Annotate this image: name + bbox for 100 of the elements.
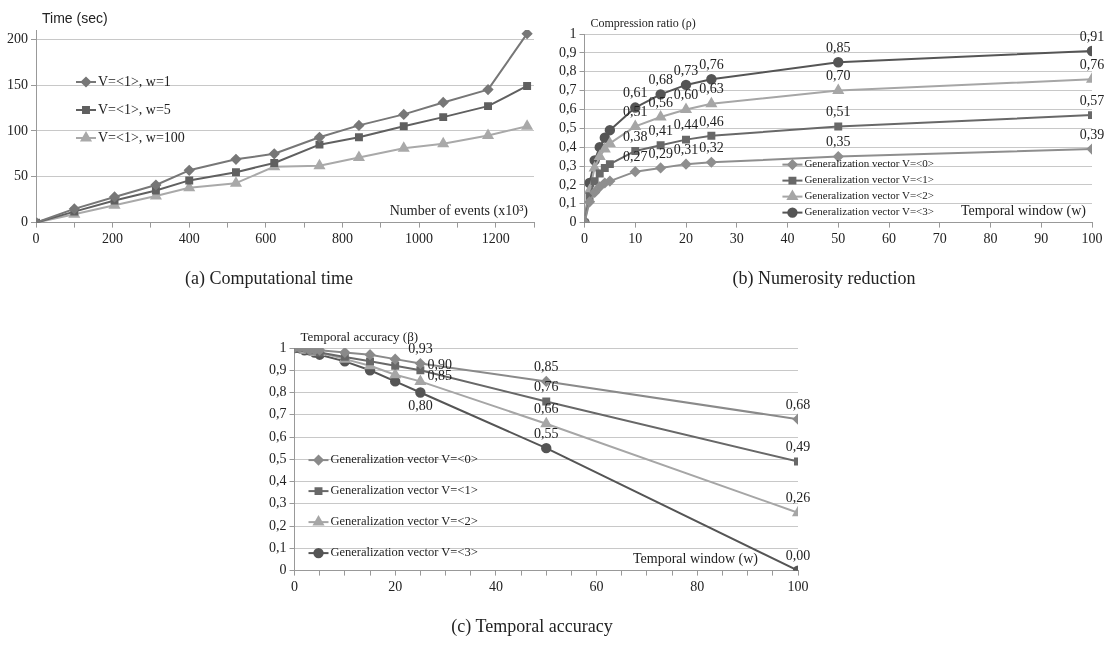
data-label: 0,85 (534, 359, 559, 375)
data-label: 0,56 (648, 94, 673, 110)
data-label: 0,68 (648, 72, 673, 88)
x-tick-label: 100 (1081, 230, 1103, 246)
data-label: 0,73 (673, 62, 699, 78)
y-axis-title: Compression ratio (ρ) (590, 16, 696, 31)
legend-label: Generalization vector V=<0> (804, 157, 935, 170)
data-label: 0,90 (427, 356, 452, 372)
y-tick-label: 0,7 (559, 82, 577, 98)
data-label: 0,26 (785, 490, 811, 506)
x-tick-label: 400 (178, 230, 200, 246)
x-tick-label: 1200 (481, 230, 510, 246)
legend-label: Generalization vector V=<1> (330, 483, 478, 498)
x-tick-label: 40 (488, 578, 503, 594)
data-label: 0,44 (673, 117, 699, 133)
data-label: 0,91 (1079, 28, 1105, 44)
y-tick-label: 1 (279, 339, 287, 355)
y-tick-label: 0,8 (269, 384, 287, 400)
x-tick-label: 1000 (405, 230, 434, 246)
y-tick-label: 0,6 (269, 428, 287, 444)
y-tick-label: 50 (14, 168, 28, 184)
x-tick-label: 80 (983, 230, 998, 246)
y-axis-title: Time (sec) (42, 9, 108, 26)
y-tick-label: 0,1 (559, 195, 577, 211)
data-label: 0,39 (1079, 126, 1105, 142)
data-label: 0,76 (699, 56, 724, 72)
y-tick-label: 0,2 (559, 176, 577, 192)
legend-label: Generalization vector V=<3> (804, 205, 935, 218)
x-tick-label: 100 (787, 578, 809, 594)
y-axis-title: Temporal accuracy (β) (300, 328, 419, 344)
x-tick-label: 800 (331, 230, 353, 246)
y-tick-label: 0,9 (559, 44, 577, 60)
x-tick-label: 20 (679, 230, 693, 246)
y-tick-label: 0 (279, 562, 287, 578)
data-label: 0,32 (699, 139, 724, 155)
x-tick-label: 60 (589, 578, 604, 594)
data-label: 0,76 (1079, 56, 1105, 72)
data-label: 0,31 (673, 141, 699, 157)
legend-label: Generalization vector V=<1> (804, 173, 935, 186)
y-tick-label: 0,4 (559, 138, 577, 154)
x-axis-title: Temporal window (w) (961, 203, 1087, 220)
data-label: 0,85 (826, 39, 851, 55)
x-tick-label: 0 (291, 578, 298, 594)
y-tick-label: 1 (569, 25, 577, 41)
y-tick-label: 200 (7, 30, 28, 46)
x-tick-label: 90 (1034, 230, 1049, 246)
data-label: 0,80 (408, 398, 433, 414)
y-tick-label: 0,9 (269, 361, 287, 377)
legend-label: V=<1>, w=1 (98, 73, 171, 89)
x-tick-label: 600 (255, 230, 277, 246)
data-label: 0,38 (623, 128, 648, 144)
y-tick-label: 0,5 (269, 450, 287, 466)
y-tick-label: 0,8 (559, 63, 577, 79)
y-tick-label: 150 (7, 76, 28, 92)
y-tick-label: 0,7 (269, 406, 287, 422)
data-label: 0,63 (699, 81, 724, 97)
data-label: 0,41 (648, 122, 673, 138)
data-label: 0,46 (699, 113, 724, 129)
data-label: 0,66 (534, 401, 559, 417)
y-tick-label: 100 (7, 122, 28, 138)
x-axis-title: Temporal window (w) (633, 551, 759, 568)
data-label: 0,51 (826, 104, 851, 120)
x-tick-label: 80 (690, 578, 705, 594)
data-label: 0,55 (534, 425, 559, 441)
x-axis-title: Number of events (x10³) (389, 203, 529, 220)
data-label: 0,60 (673, 87, 699, 103)
y-tick-label: 0,2 (269, 517, 287, 533)
text: (a) Computational time (185, 267, 353, 289)
y-tick-label: 0,1 (269, 540, 287, 556)
x-tick-label: 60 (882, 230, 896, 246)
data-label: 0,35 (826, 134, 851, 150)
data-label: 0,76 (534, 379, 559, 395)
x-tick-label: 70 (932, 230, 947, 246)
x-tick-label: 0 (32, 230, 40, 246)
legend-label: Generalization vector V=<3> (330, 545, 478, 560)
y-tick-label: 0,3 (269, 495, 287, 511)
text: (b) Numerosity reduction (732, 267, 916, 289)
data-label: 0,29 (648, 145, 673, 161)
data-label: 0,00 (785, 548, 811, 564)
text: (c) Temporal accuracy (451, 615, 613, 637)
x-tick-label: 0 (581, 230, 588, 246)
y-tick-label: 0,4 (269, 473, 287, 489)
legend-label: Generalization vector V=<0> (330, 452, 478, 467)
legend-label: V=<1>, w=5 (98, 101, 171, 117)
x-tick-label: 200 (102, 230, 124, 246)
data-label: 0,68 (785, 396, 811, 412)
legend-label: V=<1>, w=100 (98, 129, 185, 145)
data-label: 0,27 (623, 149, 648, 165)
x-tick-label: 50 (831, 230, 846, 246)
data-label: 0,70 (826, 68, 851, 84)
data-label: 0,57 (1079, 92, 1105, 108)
data-label: 0,61 (623, 85, 648, 101)
y-tick-label: 0 (21, 214, 28, 230)
x-tick-label: 40 (780, 230, 795, 246)
legend-label: Generalization vector V=<2> (804, 189, 935, 202)
y-tick-label: 0,5 (559, 119, 577, 135)
data-label: 0,49 (785, 439, 811, 455)
y-tick-label: 0 (569, 214, 577, 230)
legend-label: Generalization vector V=<2> (330, 514, 478, 529)
y-tick-label: 0,6 (559, 101, 577, 117)
